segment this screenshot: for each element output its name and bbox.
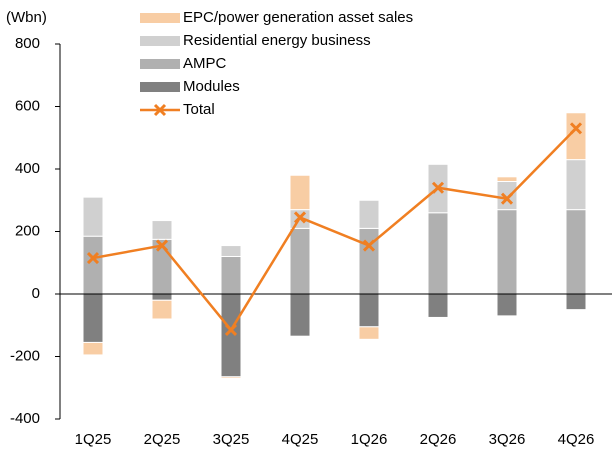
bar-segment — [427, 212, 449, 295]
total-marker — [431, 181, 445, 194]
bar-segment — [220, 376, 242, 379]
bar-segment — [358, 326, 380, 340]
bar-segment — [289, 227, 311, 295]
total-marker — [293, 211, 307, 224]
bar-segment — [565, 209, 587, 295]
total-marker — [86, 252, 100, 265]
bar-segment — [289, 293, 311, 337]
x-tick-label: 1Q26 — [351, 431, 388, 448]
y-axis-label: (Wbn) — [6, 9, 47, 26]
bar-segment — [151, 220, 173, 240]
bar-segment — [565, 159, 587, 211]
x-tick-label: 2Q25 — [144, 431, 181, 448]
total-line — [92, 127, 577, 333]
legend-label: Residential energy business — [183, 32, 371, 49]
legend-marker — [153, 103, 167, 117]
bar-segment — [358, 199, 380, 229]
bar-segment — [220, 293, 242, 378]
total-marker — [362, 239, 376, 252]
bar-segment — [151, 299, 173, 320]
y-tick-label: -200 — [10, 347, 40, 364]
legend-swatch — [140, 82, 180, 92]
total-marker — [500, 192, 514, 205]
legend-label: Modules — [183, 78, 240, 95]
bar-segment — [496, 209, 518, 295]
legend-swatch — [140, 13, 180, 23]
bar-segment — [220, 256, 242, 295]
bar-segment — [82, 235, 104, 295]
bar-segment — [82, 293, 104, 343]
bar-segment — [82, 341, 104, 356]
x-tick-label: 3Q26 — [489, 431, 526, 448]
y-tick-label: 200 — [15, 222, 40, 239]
y-tick-label: 600 — [15, 97, 40, 114]
total-marker — [569, 122, 583, 135]
bar-segment — [289, 174, 311, 211]
bar-segment — [496, 176, 518, 182]
y-tick-label: 400 — [15, 160, 40, 177]
total-marker — [155, 239, 169, 252]
y-tick-label: 0 — [32, 285, 40, 302]
bar-segment — [82, 196, 104, 237]
legend-label: EPC/power generation asset sales — [183, 9, 413, 26]
x-tick-label: 2Q26 — [420, 431, 457, 448]
bar-segment — [151, 293, 173, 301]
bar-segment — [427, 293, 449, 318]
bar-segment — [565, 293, 587, 311]
legend-label: Total — [183, 101, 215, 118]
x-tick-label: 1Q25 — [75, 431, 112, 448]
x-tick-label: 4Q26 — [558, 431, 595, 448]
legend-label: AMPC — [183, 55, 227, 72]
legend-swatch — [140, 59, 180, 69]
x-tick-label: 3Q25 — [213, 431, 250, 448]
y-tick-label: 800 — [15, 35, 40, 52]
bar-segment — [358, 293, 380, 328]
x-tick-label: 4Q25 — [282, 431, 319, 448]
bar-segment — [220, 245, 242, 257]
y-tick-label: -400 — [10, 410, 40, 427]
bar-segment — [496, 181, 518, 211]
total-marker — [224, 323, 238, 336]
legend-swatch — [140, 36, 180, 46]
bar-segment — [496, 293, 518, 317]
